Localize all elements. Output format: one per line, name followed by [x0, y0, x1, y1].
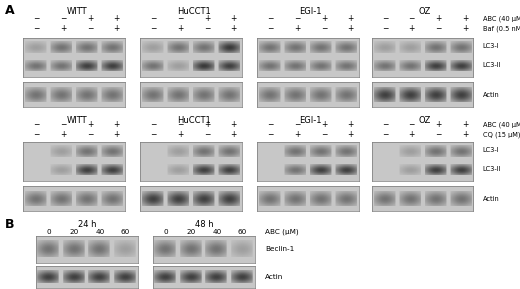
Text: +: + [321, 120, 327, 129]
Text: OZ: OZ [419, 7, 431, 16]
Text: 48 h: 48 h [195, 220, 213, 229]
Text: −: − [60, 14, 67, 23]
Text: +: + [87, 120, 93, 129]
Text: −: − [204, 130, 210, 139]
Text: −: − [177, 120, 184, 129]
Text: +: + [230, 14, 237, 23]
Text: −: − [33, 24, 40, 34]
Text: +: + [435, 14, 441, 23]
Text: ABC (40 μM): ABC (40 μM) [483, 122, 520, 128]
Text: +: + [409, 24, 415, 34]
Text: 20: 20 [70, 229, 79, 235]
Text: +: + [321, 14, 327, 23]
Text: −: − [409, 14, 415, 23]
Text: −: − [321, 130, 327, 139]
Text: +: + [230, 24, 237, 34]
Text: EGI-1: EGI-1 [300, 116, 322, 125]
Text: ABC (μM): ABC (μM) [265, 229, 299, 235]
Text: 0: 0 [47, 229, 51, 235]
Text: 60: 60 [238, 229, 247, 235]
Text: −: − [294, 120, 301, 129]
Text: −: − [267, 120, 274, 129]
Text: +: + [409, 130, 415, 139]
Text: +: + [347, 24, 354, 34]
Text: −: − [33, 14, 40, 23]
Text: +: + [230, 120, 237, 129]
Text: +: + [60, 24, 67, 34]
Text: 24 h: 24 h [78, 220, 96, 229]
Text: 0: 0 [164, 229, 168, 235]
Text: +: + [462, 14, 469, 23]
Text: −: − [267, 24, 274, 34]
Text: +: + [230, 130, 237, 139]
Text: OZ: OZ [419, 116, 431, 125]
Text: −: − [177, 14, 184, 23]
Text: −: − [409, 120, 415, 129]
Text: +: + [204, 14, 210, 23]
Text: +: + [462, 120, 469, 129]
Text: −: − [204, 24, 210, 34]
Text: −: − [267, 14, 274, 23]
Text: Actin: Actin [265, 274, 283, 280]
Text: +: + [87, 14, 93, 23]
Text: +: + [347, 120, 354, 129]
Text: +: + [347, 130, 354, 139]
Text: +: + [462, 130, 469, 139]
Text: B: B [5, 218, 15, 231]
Text: EGI-1: EGI-1 [300, 7, 322, 16]
Text: LC3-II: LC3-II [483, 166, 501, 172]
Text: +: + [294, 24, 301, 34]
Text: 40: 40 [212, 229, 222, 235]
Text: −: − [150, 120, 157, 129]
Text: −: − [382, 24, 388, 34]
Text: +: + [113, 120, 120, 129]
Text: WITT: WITT [67, 7, 87, 16]
Text: +: + [113, 130, 120, 139]
Text: 60: 60 [121, 229, 130, 235]
Text: Actin: Actin [483, 92, 499, 98]
Text: LC3-I: LC3-I [483, 147, 499, 153]
Text: −: − [87, 24, 93, 34]
Text: −: − [321, 24, 327, 34]
Text: Actin: Actin [483, 196, 499, 202]
Text: LC3-II: LC3-II [483, 62, 501, 68]
Text: −: − [87, 130, 93, 139]
Text: −: − [382, 120, 388, 129]
Text: −: − [150, 14, 157, 23]
Text: 40: 40 [95, 229, 105, 235]
Text: −: − [33, 120, 40, 129]
Text: CQ (15 μM): CQ (15 μM) [483, 131, 520, 138]
Text: LC3-I: LC3-I [483, 43, 499, 49]
Text: +: + [294, 130, 301, 139]
Text: WITT: WITT [67, 116, 87, 125]
Text: +: + [462, 24, 469, 34]
Text: HuCCT1: HuCCT1 [177, 7, 211, 16]
Text: HuCCT1: HuCCT1 [177, 116, 211, 125]
Text: +: + [177, 130, 184, 139]
Text: +: + [113, 14, 120, 23]
Text: −: − [382, 14, 388, 23]
Text: Baf (0.5 nM): Baf (0.5 nM) [483, 26, 520, 32]
Text: +: + [347, 14, 354, 23]
Text: Beclin-1: Beclin-1 [265, 246, 294, 252]
Text: −: − [435, 130, 441, 139]
Text: +: + [113, 24, 120, 34]
Text: −: − [150, 130, 157, 139]
Text: +: + [60, 130, 67, 139]
Text: −: − [150, 24, 157, 34]
Text: 20: 20 [187, 229, 196, 235]
Text: −: − [435, 24, 441, 34]
Text: A: A [5, 4, 15, 17]
Text: +: + [177, 24, 184, 34]
Text: +: + [435, 120, 441, 129]
Text: −: − [267, 130, 274, 139]
Text: +: + [204, 120, 210, 129]
Text: −: − [294, 14, 301, 23]
Text: −: − [60, 120, 67, 129]
Text: ABC (40 μM): ABC (40 μM) [483, 16, 520, 22]
Text: −: − [382, 130, 388, 139]
Text: −: − [33, 130, 40, 139]
